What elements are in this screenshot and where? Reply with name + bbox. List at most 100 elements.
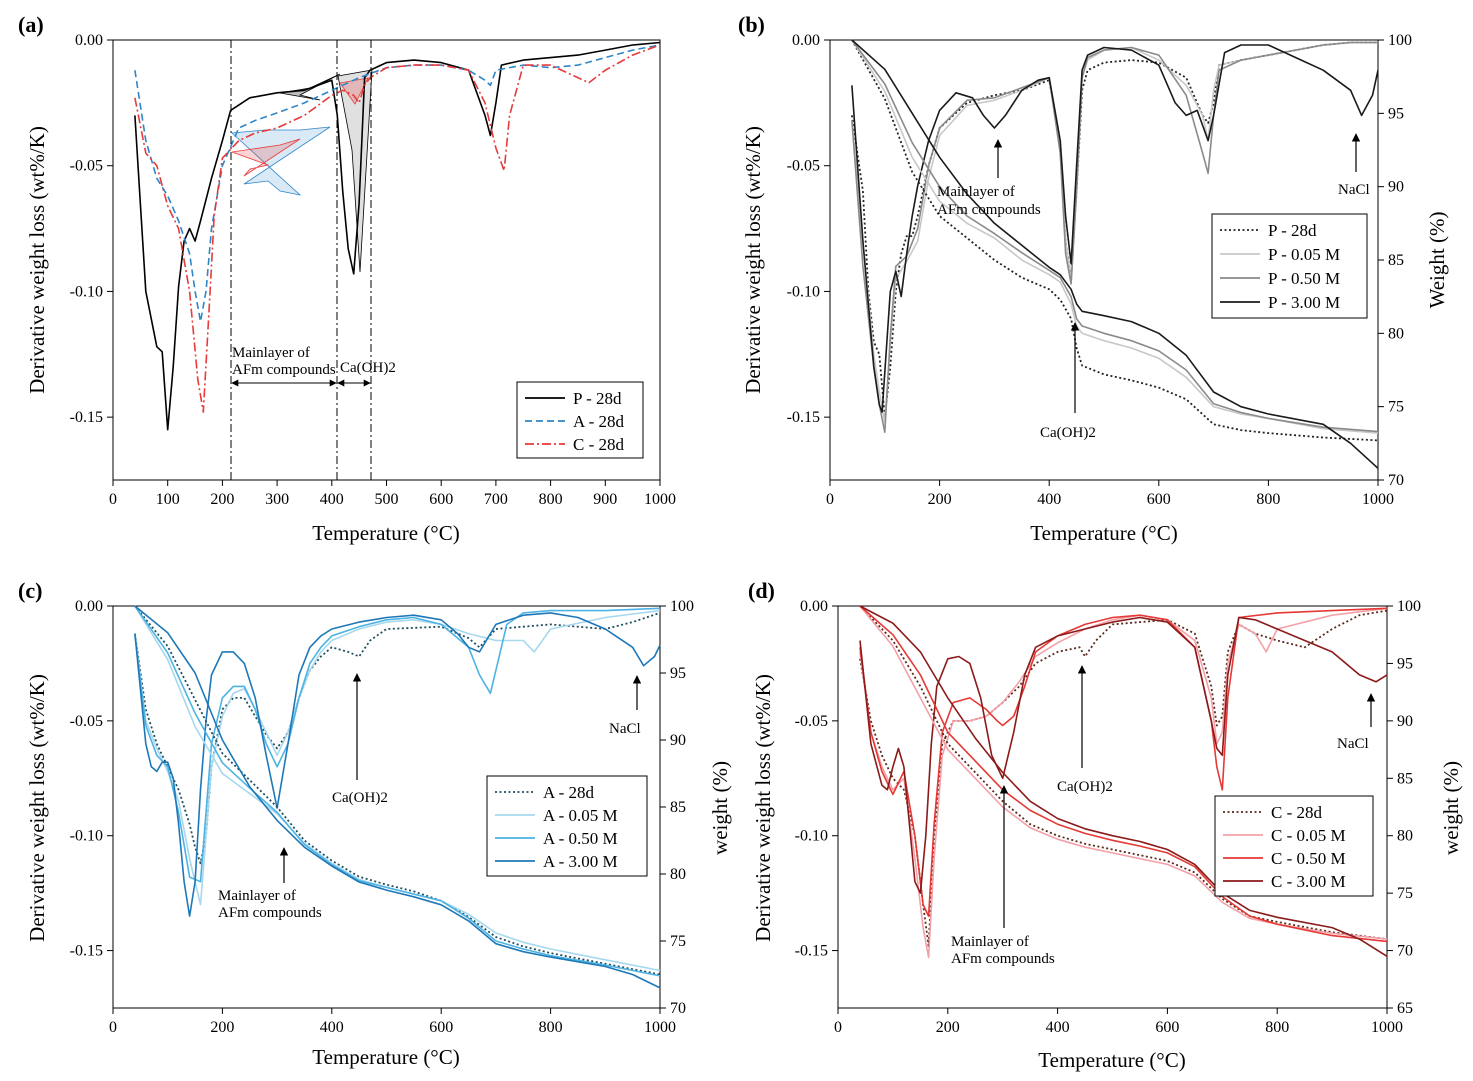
series-b xyxy=(851,39,1379,469)
x-ticks-c: 0 200 400 600 800 1000 xyxy=(109,1008,676,1036)
annot-afm-1-a: Mainlayer of xyxy=(232,345,310,361)
annot-afm-2-b: AFm compounds xyxy=(937,202,1041,218)
x-tick-label-b-4: 800 xyxy=(1256,491,1280,508)
plot-frame-d xyxy=(837,605,1388,1009)
panel-a: (a) 0 100 200 300 400 500 600 700 800 900 1000 0.0… xyxy=(18,12,676,545)
panel-label-d: (d) xyxy=(748,578,775,603)
series-line-b-2 xyxy=(851,41,1378,433)
legend-label-a-0: P - 28d xyxy=(573,389,622,408)
annot-afm-1-d: Mainlayer of xyxy=(951,934,1029,950)
x-tick-label-b-0: 0 xyxy=(826,491,834,508)
series-line-d-1 xyxy=(859,607,1388,959)
x-tick-label-c-2: 400 xyxy=(320,1019,344,1036)
y2-tick-label-d-5: 75 xyxy=(1397,885,1413,902)
legend-box-a xyxy=(516,381,644,459)
series-a xyxy=(134,41,661,431)
y2-ticks-c: 100 95 90 85 80 75 70 xyxy=(660,598,694,1017)
x-tick-label-b-5: 1000 xyxy=(1362,491,1394,508)
legend-d: C - 28d C - 0.05 M C - 0.50 M C - 3.00 M xyxy=(1214,795,1374,897)
y-tick-label-c-0: 0.00 xyxy=(75,598,103,615)
annot-afm-2-a: AFm compounds xyxy=(232,362,336,378)
legend-label-a-2: C - 28d xyxy=(573,435,625,454)
panel-label-a: (a) xyxy=(18,12,44,37)
x-tick-label-a-4: 400 xyxy=(320,491,344,508)
y-tick-label-d-3: -0.15 xyxy=(795,943,828,960)
y-axis-title-d: Derivative weight loss (wt%/K) xyxy=(751,674,775,942)
panel-d: (d) 0 200 400 600 800 1000 0.00 -0.05 -0.10 -0.1… xyxy=(748,578,1463,1072)
legend-a: P - 28d A - 28d C - 28d xyxy=(516,381,644,459)
panel-label-c: (c) xyxy=(18,578,42,603)
y-tick-label-b-3: -0.15 xyxy=(787,409,820,426)
y2-axis-title-c: weight (%) xyxy=(708,761,732,855)
afm-region-black xyxy=(279,73,341,101)
x-tick-label-c-5: 1000 xyxy=(644,1019,676,1036)
series-line-c-2 xyxy=(134,607,661,883)
y2-tick-label-b-3: 85 xyxy=(1388,252,1404,269)
x-axis-title-d: Temperature (°C) xyxy=(1038,1048,1185,1072)
y2-tick-label-c-4: 80 xyxy=(670,866,686,883)
x-tick-label-a-1: 100 xyxy=(156,491,180,508)
y2-tick-label-d-1: 95 xyxy=(1397,655,1413,672)
y-tick-label-a-3: -0.15 xyxy=(70,409,103,426)
y2-tick-label-d-6: 70 xyxy=(1397,943,1413,960)
y-axis-title-a: Derivative weight loss (wt%/K) xyxy=(25,126,49,394)
y2-ticks-b: 100 95 90 85 80 75 70 xyxy=(1378,32,1412,489)
legend-label-b-1: P - 0.05 M xyxy=(1268,245,1340,264)
x-tick-label-a-8: 800 xyxy=(539,491,563,508)
x-tick-label-a-7: 700 xyxy=(484,491,508,508)
series-c xyxy=(134,605,661,989)
annot-caoh2-a: Ca(OH)2 xyxy=(340,360,396,376)
y2-tick-label-c-5: 75 xyxy=(670,933,686,950)
x-tick-label-d-5: 1000 xyxy=(1371,1019,1403,1036)
y2-tick-label-b-4: 80 xyxy=(1388,325,1404,342)
series-line-b-6 xyxy=(851,39,1379,433)
series-line-b-4 xyxy=(851,39,1379,442)
legend-label-b-3: P - 3.00 M xyxy=(1268,293,1340,312)
series-d xyxy=(859,605,1388,959)
series-line-c-4 xyxy=(134,605,661,976)
series-line-a-0 xyxy=(134,41,661,431)
x-axis-title-b: Temperature (°C) xyxy=(1030,521,1177,545)
x-tick-label-c-0: 0 xyxy=(109,1019,117,1036)
x-tick-label-d-2: 400 xyxy=(1046,1019,1070,1036)
x-tick-label-b-2: 400 xyxy=(1037,491,1061,508)
x-tick-label-a-2: 200 xyxy=(210,491,234,508)
legend-label-b-0: P - 28d xyxy=(1268,221,1317,240)
x-ticks-d: 0 200 400 600 800 1000 xyxy=(834,1008,1403,1036)
series-line-c-7 xyxy=(134,605,661,989)
series-line-d-3 xyxy=(859,616,1388,894)
y2-tick-label-c-3: 85 xyxy=(670,799,686,816)
x-tick-label-a-5: 500 xyxy=(375,491,399,508)
y-tick-label-c-1: -0.05 xyxy=(70,713,103,730)
x-axis-title-c: Temperature (°C) xyxy=(312,1045,459,1069)
y-tick-label-a-2: -0.10 xyxy=(70,283,103,300)
y-tick-label-a-1: -0.05 xyxy=(70,158,103,175)
legend-box-b xyxy=(1211,213,1368,319)
annot-caoh2-b: Ca(OH)2 xyxy=(1040,425,1096,441)
y2-tick-label-c-2: 90 xyxy=(670,732,686,749)
y2-tick-label-d-3: 85 xyxy=(1397,770,1413,787)
y2-tick-label-b-5: 75 xyxy=(1388,399,1404,416)
y-tick-label-c-3: -0.15 xyxy=(70,943,103,960)
y-tick-label-d-2: -0.10 xyxy=(795,828,828,845)
y-tick-label-d-1: -0.05 xyxy=(795,713,828,730)
x-tick-label-c-1: 200 xyxy=(210,1019,234,1036)
legend-label-c-1: A - 0.05 M xyxy=(543,806,618,825)
y-tick-label-c-2: -0.10 xyxy=(70,828,103,845)
annot-afm-2-c: AFm compounds xyxy=(218,905,322,921)
x-tick-label-d-3: 600 xyxy=(1155,1019,1179,1036)
y-tick-label-b-2: -0.10 xyxy=(787,283,820,300)
series-line-c-1 xyxy=(134,609,661,906)
x-tick-label-d-1: 200 xyxy=(936,1019,960,1036)
x-tick-label-d-4: 800 xyxy=(1265,1019,1289,1036)
legend-label-a-1: A - 28d xyxy=(573,412,625,431)
y-ticks-c: 0.00 -0.05 -0.10 -0.15 xyxy=(70,598,113,960)
y2-tick-label-b-6: 70 xyxy=(1388,472,1404,489)
x-tick-label-a-6: 600 xyxy=(429,491,453,508)
y-ticks-a: 0.00 -0.05 -0.10 -0.15 xyxy=(70,32,113,426)
series-line-a-2 xyxy=(134,44,661,413)
legend-label-d-1: C - 0.05 M xyxy=(1271,826,1346,845)
legend-label-d-0: C - 28d xyxy=(1271,803,1323,822)
annot-nacl-c: NaCl xyxy=(609,721,641,737)
